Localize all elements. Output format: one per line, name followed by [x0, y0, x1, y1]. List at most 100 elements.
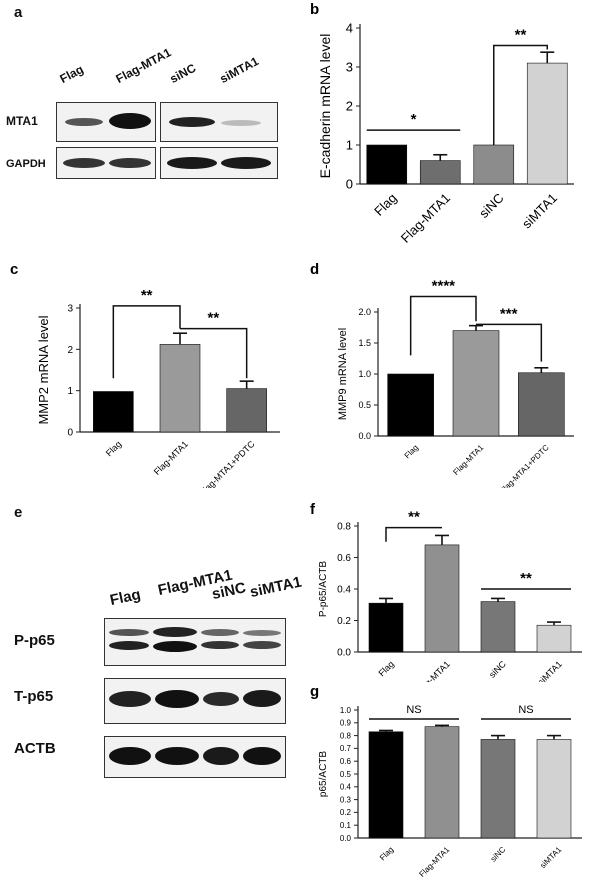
- y-tick-label: 0.6: [340, 757, 352, 766]
- y-axis-label: P-p65/ACTB: [318, 561, 329, 617]
- y-axis-label: p65/ACTB: [318, 751, 329, 797]
- band: [153, 641, 197, 652]
- blot-gapdh-left: [56, 147, 156, 179]
- category-label: Flag-MTA1: [152, 439, 190, 477]
- bar: [159, 344, 201, 433]
- row-label: GAPDH: [6, 158, 46, 170]
- panel-e: e Flag Flag-MTA1 siNC siMTA1 P-p65 T-p65…: [0, 500, 304, 790]
- y-tick-label: 0.0: [340, 834, 352, 843]
- y-tick-label: 3: [346, 60, 353, 75]
- band: [243, 641, 281, 649]
- band: [109, 629, 149, 636]
- y-tick-label: 0: [67, 428, 73, 439]
- lane-label: Flag: [108, 585, 143, 609]
- row-label: T-p65: [14, 688, 54, 705]
- y-tick-label: 0.3: [340, 795, 352, 804]
- category-label: Flag: [104, 439, 123, 458]
- significance-bracket: [476, 323, 543, 362]
- y-tick-label: 0.5: [358, 400, 371, 410]
- bar: [366, 144, 408, 185]
- bar: [536, 624, 572, 653]
- y-tick-label: 0.4: [337, 585, 351, 596]
- band: [243, 690, 281, 707]
- band: [153, 627, 197, 637]
- chart-panel-b: b 0 1 2 3 4 E-cadherin mRNA level FlagFlag-MTA1…: [310, 1, 574, 246]
- category-label: Flag-MTA1+PDTC: [197, 439, 256, 488]
- category-label: Flag: [371, 190, 399, 218]
- y-tick-label: 0.0: [337, 648, 351, 659]
- y-tick-label: 1: [346, 138, 353, 153]
- significance-label: **: [515, 27, 527, 44]
- y-tick-label: 3: [67, 304, 73, 315]
- band: [109, 641, 149, 650]
- y-tick-label: 0.6: [337, 553, 351, 564]
- y-tick-label: 0.5: [340, 770, 352, 779]
- category-label: Flag: [403, 443, 420, 460]
- lane-label: siMTA1: [217, 54, 261, 86]
- band: [63, 158, 105, 168]
- band: [109, 113, 151, 129]
- bar: [480, 601, 516, 653]
- bar: [368, 602, 404, 653]
- y-tick-label: 0.1: [340, 821, 352, 830]
- significance-label: NS: [406, 704, 421, 716]
- blot-gapdh-right: [160, 147, 278, 179]
- category-label: siMTA1: [538, 845, 564, 871]
- category-label: siMTA1: [536, 659, 564, 682]
- significance-bracket: [385, 526, 442, 542]
- y-tick-label: 1.0: [358, 369, 371, 379]
- band: [109, 747, 151, 765]
- row-label: ACTB: [14, 740, 56, 757]
- panel-letter: c: [10, 261, 18, 278]
- bar: [526, 62, 568, 185]
- y-tick-label: 2.0: [358, 307, 371, 317]
- y-tick-label: 0.2: [337, 616, 351, 627]
- category-label: Flag-MTA1: [398, 190, 453, 245]
- panel-letter: f: [310, 501, 316, 518]
- lane-label: Flag-MTA1: [113, 45, 174, 86]
- panel-letter: g: [310, 683, 319, 700]
- bar: [419, 160, 461, 185]
- category-label: Flag: [378, 845, 395, 862]
- y-axis-label: MMP2 mRNA level: [36, 315, 51, 424]
- band: [243, 747, 281, 765]
- lane-label: siNC: [167, 60, 199, 86]
- bar: [387, 373, 434, 437]
- band: [167, 157, 217, 169]
- band: [201, 629, 239, 636]
- row-label: P-p65: [14, 632, 55, 649]
- band: [203, 692, 239, 706]
- row-label: MTA1: [6, 114, 38, 128]
- significance-label: **: [408, 509, 420, 526]
- y-tick-label: 0.9: [340, 719, 352, 728]
- y-tick-label: 1: [67, 386, 73, 397]
- significance-bracket: [409, 295, 477, 356]
- band: [109, 691, 151, 707]
- bar: [226, 388, 267, 433]
- y-tick-label: 1.0: [340, 706, 352, 715]
- y-axis-label: MMP9 mRNA level: [337, 328, 349, 420]
- significance-bracket: [493, 44, 548, 145]
- band: [169, 117, 215, 127]
- panel-letter: e: [14, 504, 23, 521]
- bar: [93, 391, 134, 433]
- lane-label: siMTA1: [248, 573, 304, 601]
- band: [155, 747, 199, 765]
- y-tick-label: 0: [346, 177, 353, 192]
- bar: [368, 731, 404, 839]
- blot-mta1-left: [56, 102, 156, 142]
- band: [243, 630, 281, 636]
- y-tick-label: 4: [346, 21, 353, 36]
- panel-a: a Flag Flag-MTA1 siNC siMTA1 MTA1 GAPDH: [0, 0, 290, 200]
- chart-panel-f: f 0.0 0.2 0.4 0.6 0.8 P-p65/ACTB Flag Flag-MTA1 s…: [310, 501, 582, 682]
- y-tick-label: 1.5: [358, 338, 371, 348]
- category-label: Flag-MTA1: [451, 443, 485, 477]
- chart-panel-c: c 0 1 2 3 MMP2 mRNA level Flag Flag-MTA1 Flag-MT…: [10, 261, 280, 488]
- chart-panel-g: g 0.0 0.1 0.2 0.3 0.4 0.5 0.6 0.7 0.8 0.9 1.0 p65/AC…: [310, 683, 582, 879]
- band: [221, 157, 271, 169]
- y-axis-label: E-cadherin mRNA level: [317, 34, 333, 179]
- bar: [473, 144, 515, 185]
- category-label: Flag: [376, 659, 395, 678]
- band: [203, 747, 239, 765]
- category-label: Flag-MTA1: [417, 845, 451, 879]
